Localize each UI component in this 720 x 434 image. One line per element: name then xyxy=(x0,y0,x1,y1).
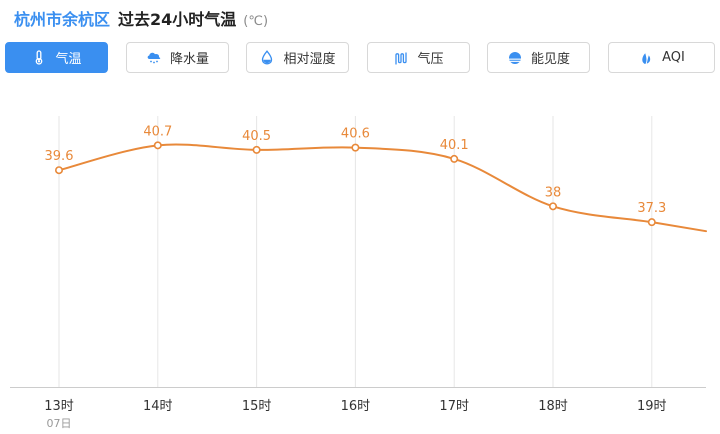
tab-label: 能见度 xyxy=(530,52,570,67)
data-label: 39.6 xyxy=(45,149,74,164)
water-drop-icon xyxy=(259,50,275,66)
visibility-icon xyxy=(507,50,523,66)
tab-temperature[interactable]: 气温 xyxy=(5,42,108,73)
pressure-icon xyxy=(393,50,409,66)
x-tick-label: 17时 xyxy=(439,399,469,414)
data-point xyxy=(548,202,557,211)
data-label: 40.5 xyxy=(242,129,271,144)
aqi-leaf-icon xyxy=(638,50,654,66)
tab-precipitation[interactable]: 降水量 xyxy=(126,42,229,73)
tab-humidity[interactable]: 相对湿度 xyxy=(246,42,349,73)
data-point xyxy=(153,141,162,150)
tab-aqi[interactable]: AQI xyxy=(608,42,715,73)
tab-label: AQI xyxy=(662,50,685,65)
x-tick-label: 15时 xyxy=(242,399,272,414)
x-tick-label: 18时 xyxy=(538,399,568,414)
data-label: 40.7 xyxy=(143,124,172,139)
metric-tabs: 气温 降水量 相对湿度 气压 xyxy=(5,42,715,73)
temperature-series-line xyxy=(58,143,707,233)
rain-cloud-icon xyxy=(146,50,162,66)
tab-pressure[interactable]: 气压 xyxy=(367,42,470,73)
data-point xyxy=(647,218,656,227)
x-tick-label: 14时 xyxy=(143,399,173,414)
data-label: 38 xyxy=(545,185,562,200)
x-tick-label: 19时 xyxy=(637,399,667,414)
data-label: 37.3 xyxy=(637,201,666,216)
thermometer-icon xyxy=(31,50,47,66)
tab-label: 相对湿度 xyxy=(283,52,336,67)
tab-label: 气温 xyxy=(55,52,82,67)
chart-title: 过去24小时气温 xyxy=(118,10,237,29)
data-label: 40.1 xyxy=(440,138,469,153)
date-label: 07日 xyxy=(47,417,72,430)
location-name: 杭州市余杭区 xyxy=(14,10,111,29)
x-tick-label: 13时 xyxy=(44,399,74,414)
x-tick-label: 16时 xyxy=(341,399,371,414)
tab-label: 降水量 xyxy=(169,52,209,67)
tab-visibility[interactable]: 能见度 xyxy=(487,42,590,73)
data-point xyxy=(450,154,459,163)
data-label: 40.6 xyxy=(341,127,370,142)
data-point xyxy=(54,166,63,175)
unit-label: (℃) xyxy=(243,14,269,29)
data-point xyxy=(351,143,360,152)
tab-label: 气压 xyxy=(417,52,444,67)
data-point xyxy=(252,145,261,154)
chart-header: 杭州市余杭区 过去24小时气温 (℃) xyxy=(14,6,268,30)
